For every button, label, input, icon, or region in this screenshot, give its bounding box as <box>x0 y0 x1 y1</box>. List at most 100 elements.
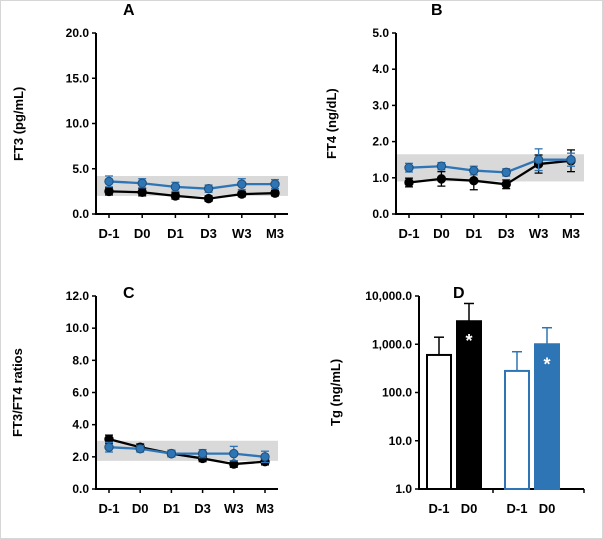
data-point <box>270 179 280 189</box>
series-line <box>108 446 266 458</box>
x-category-label: M3 <box>266 226 284 241</box>
panel-C-plot: 0.0 2.0 4.0 6.0 8.0 10.0 12.0 D-1 D0 D1 D3 W3 M3 <box>66 289 278 516</box>
x-category-label: D0 <box>132 501 149 516</box>
x-category-label: D1 <box>167 226 184 241</box>
panel-D-letter: D <box>453 285 465 302</box>
x-category-label: W3 <box>224 501 244 516</box>
x-category-label: D1 <box>465 226 482 241</box>
x-category-label: D3 <box>498 226 515 241</box>
series-line <box>108 180 275 190</box>
panel-C-letter: C <box>123 285 135 302</box>
y-tick-label: 10.0 <box>66 321 90 335</box>
panel-B-plot: 0.0 1.0 2.0 3.0 4.0 5.0 D-1 D0 D1 D3 W3 M3 <box>372 26 584 241</box>
y-tick-label: 2.0 <box>72 450 89 464</box>
x-category-label: M3 <box>256 501 274 516</box>
panel-C: 0.0 2.0 4.0 6.0 8.0 10.0 12.0 D-1 D0 D1 D3 W3 M3 C F… <box>1 271 301 538</box>
data-point <box>501 179 511 190</box>
data-point <box>404 162 414 173</box>
x-category-label: D-1 <box>507 501 528 516</box>
y-tick-label: 0.0 <box>372 207 389 221</box>
y-tick-label: 20.0 <box>66 26 90 40</box>
data-point <box>270 188 280 198</box>
y-tick-label: 10.0 <box>66 117 90 131</box>
x-category-label: D0 <box>539 501 556 516</box>
x-category-label: D-1 <box>99 501 120 516</box>
data-point <box>436 161 447 171</box>
panel-A-ylabel: FT3 (pg/mL) <box>11 86 26 161</box>
series-line <box>108 438 266 466</box>
x-category-label: D-1 <box>399 226 420 241</box>
data-point <box>203 193 214 204</box>
data-point <box>104 186 114 197</box>
panel-C-ylabel: FT3/FT4 ratios <box>10 348 25 437</box>
y-tick-label: 1.0 <box>395 482 412 496</box>
series-line <box>408 158 571 174</box>
bar-black-group-D0 <box>456 320 482 491</box>
x-category-label: D-1 <box>429 501 450 516</box>
x-category-label: D1 <box>163 501 180 516</box>
y-tick-label: 5.0 <box>372 26 389 40</box>
bar-blue-group-D0 <box>534 343 560 490</box>
data-point <box>137 187 147 197</box>
data-point <box>436 174 447 184</box>
series-blue-group <box>104 175 280 194</box>
y-tick-label: 100.0 <box>382 386 412 400</box>
y-tick-label: 4.0 <box>72 418 89 432</box>
data-point <box>166 448 177 459</box>
x-category-label: D3 <box>200 226 217 241</box>
y-tick-label: 0.0 <box>72 207 89 221</box>
data-point <box>469 165 479 176</box>
y-tick-label: 12.0 <box>66 289 90 303</box>
y-tick-label: 6.0 <box>72 386 89 400</box>
data-point <box>237 189 247 199</box>
y-tick-label: 4.0 <box>372 62 389 76</box>
significance-star: * <box>543 354 550 374</box>
y-tick-label: 0.0 <box>72 482 89 496</box>
bar-black-group-D-1 <box>426 353 452 490</box>
y-tick-label: 2.0 <box>372 135 389 149</box>
y-tick-label: 1,000.0 <box>372 337 412 351</box>
data-point <box>229 448 239 459</box>
data-point <box>260 452 270 462</box>
series-blue-group <box>104 441 270 464</box>
data-point <box>203 183 214 194</box>
data-point <box>137 178 147 188</box>
data-point <box>404 177 414 188</box>
data-point <box>135 444 145 454</box>
series-line <box>108 190 276 200</box>
panel-B-letter: B <box>431 2 443 19</box>
x-category-label: W3 <box>529 226 549 241</box>
y-tick-label: 15.0 <box>66 71 90 85</box>
data-point <box>237 179 247 189</box>
panel-B: 0.0 1.0 2.0 3.0 4.0 5.0 D-1 D0 D1 D3 W3 M3 B FT4 (n… <box>301 1 602 271</box>
data-point <box>104 176 114 187</box>
data-point <box>170 191 181 201</box>
series-line <box>408 159 572 186</box>
panel-B-ylabel: FT4 (ng/dL) <box>324 88 339 159</box>
data-point <box>533 155 544 165</box>
y-tick-label: 3.0 <box>372 98 389 112</box>
data-point <box>197 448 208 459</box>
x-category-label: M3 <box>562 226 580 241</box>
panel-A-letter: A <box>123 2 135 19</box>
significance-star: * <box>465 331 472 351</box>
y-tick-label: 1.0 <box>372 171 389 185</box>
series-black-group <box>104 186 280 204</box>
y-tick-label: 10,000.0 <box>365 289 412 303</box>
y-tick-label: 8.0 <box>72 353 89 367</box>
series-blue-group <box>404 148 576 178</box>
data-point <box>501 167 511 178</box>
x-category-label: D0 <box>461 501 478 516</box>
panel-A-plot: 0.0 5.0 10.0 15.0 20.0 D-1 D0 D1 D3 W3 M3 <box>66 26 288 241</box>
x-category-label: D3 <box>194 501 211 516</box>
panel-D-plot: 1.0 10.0 100.0 1,000.0 10,000.0 D-1 D0 * D-1 D0 * <box>365 289 585 516</box>
panel-D-ylabel: Tg (ng/mL) <box>328 358 343 427</box>
panel-A: 0.0 5.0 10.0 15.0 20.0 D-1 D0 D1 D3 W3 M3 A FT3 (p… <box>1 1 301 271</box>
bar-blue-group-D-1 <box>504 369 530 490</box>
data-point <box>469 175 479 186</box>
data-point <box>170 182 181 192</box>
y-tick-label: 5.0 <box>72 162 89 176</box>
y-tick-label: 10.0 <box>389 434 413 448</box>
panel-D: 1.0 10.0 100.0 1,000.0 10,000.0 D-1 D0 * D-1 D0 * … <box>301 271 602 538</box>
